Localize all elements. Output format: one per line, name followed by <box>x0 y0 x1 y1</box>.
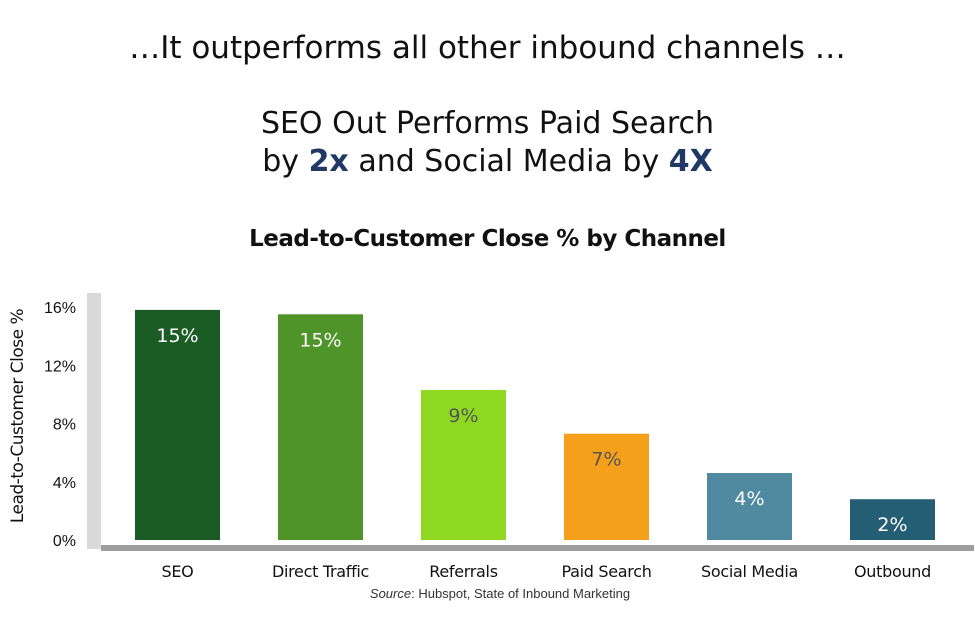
bar-data-label: 4% <box>734 488 764 510</box>
y-tick-labels: 0% 4% 8% 12% 16% <box>44 300 76 550</box>
bar-data-label: 15% <box>299 329 341 351</box>
bar-data-labels: 15% 15% 9% 7% 4% 2% <box>156 325 907 536</box>
bar <box>850 499 935 540</box>
y-tick-label: 8% <box>53 417 76 434</box>
bar-data-label: 2% <box>877 514 907 536</box>
bar <box>707 473 792 540</box>
x-tick-label: Social Media <box>701 562 798 581</box>
headline-line-2: SEO Out Performs Paid Search <box>260 106 715 141</box>
y-tick-label: 12% <box>44 358 76 375</box>
bar-data-label: 15% <box>156 325 198 347</box>
headline-line-3: by 2x and Social Media by 4X <box>0 143 975 181</box>
source-label: Source <box>369 586 412 601</box>
headline-secondary: SEO Out Performs Paid Search by 2x and S… <box>0 105 975 181</box>
bar <box>135 309 220 540</box>
y-tick-label: 16% <box>44 300 76 317</box>
bar-data-label: 7% <box>591 449 621 471</box>
headline-middle: and Social Media by <box>348 144 669 179</box>
bar <box>564 433 649 540</box>
x-tick-label: Outbound <box>854 562 931 581</box>
x-axis-floor <box>101 545 974 551</box>
x-tick-label: Paid Search <box>561 562 651 581</box>
headline-prefix: by <box>262 144 309 179</box>
x-tick-label: SEO <box>162 562 194 581</box>
source-text: : Hubspot, State of Inbound Marketing <box>411 586 631 601</box>
highlight-4x: 4X <box>668 144 713 179</box>
bars <box>135 309 935 540</box>
y-tick-label: 0% <box>53 533 76 550</box>
chart-title: Lead-to-Customer Close % by Channel <box>249 226 726 252</box>
bar <box>278 314 363 540</box>
headline-primary: …It outperforms all other inbound channe… <box>129 30 846 66</box>
bar-data-label: 9% <box>448 405 478 427</box>
x-tick-labels: SEO Direct Traffic Referrals Paid Search Soc… <box>162 562 932 581</box>
y-tick-label: 4% <box>53 475 76 492</box>
bar <box>421 390 506 540</box>
source-note: Source: Hubspot, State of Inbound Market… <box>0 586 975 601</box>
highlight-2x: 2x <box>308 144 349 179</box>
x-tick-label: Direct Traffic <box>272 562 369 581</box>
x-tick-label: Referrals <box>429 562 497 581</box>
y-axis-wall <box>87 293 101 549</box>
